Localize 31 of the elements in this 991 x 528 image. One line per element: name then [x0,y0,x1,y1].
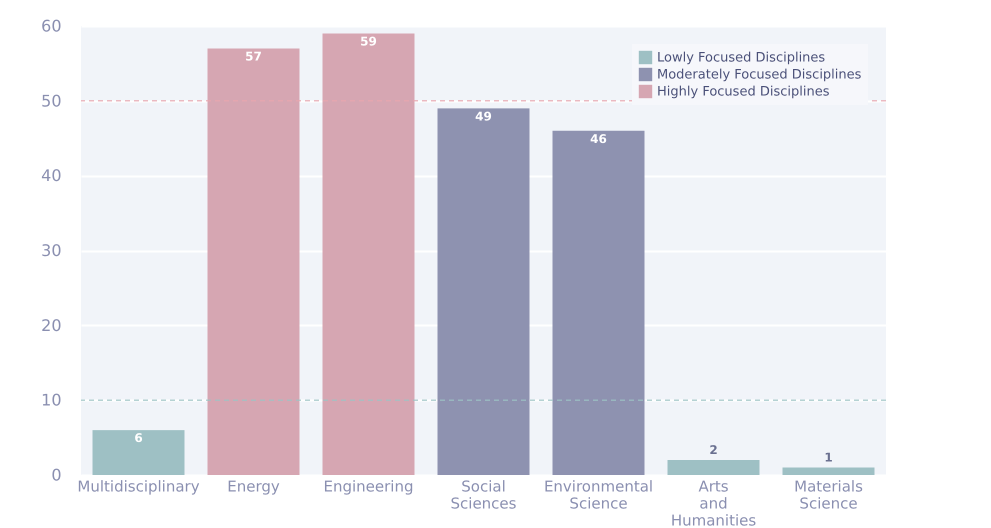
bar [668,460,760,475]
bar [208,48,300,475]
y-tick-label: 40 [41,166,62,186]
data-label: 46 [590,132,607,146]
y-tick-label: 10 [41,390,62,410]
data-label: 1 [824,450,833,465]
legend-label: Highly Focused Disciplines [657,84,830,100]
x-tick-label: Multidisciplinary [77,478,200,496]
legend-label: Lowly Focused Disciplines [657,50,826,66]
x-tick-label: Environmental Science [544,478,654,512]
x-tick-label: Energy [227,478,280,496]
y-tick-label: 60 [41,16,62,36]
bar [92,430,184,475]
bar [552,130,644,475]
y-tick-label: 20 [41,316,62,335]
x-tick-label: Materials Science [794,478,864,512]
legend-label: Moderately Focused Disciplines [657,68,862,82]
x-tick-label: Arts and Humanities [670,478,756,528]
data-label: 2 [709,443,718,458]
data-label: 6 [134,431,143,446]
y-tick-label: 30 [41,241,62,260]
data-label: 57 [245,49,262,64]
data-label: 59 [360,34,377,48]
y-tick-label: 50 [41,91,62,110]
bar [782,468,874,475]
bar [438,108,530,475]
x-tick-label: Engineering [324,478,414,496]
x-tick-label: Social Sciences [450,478,517,512]
y-tick-label: 0 [51,466,62,484]
bar [322,33,414,475]
data-label: 49 [475,109,492,124]
